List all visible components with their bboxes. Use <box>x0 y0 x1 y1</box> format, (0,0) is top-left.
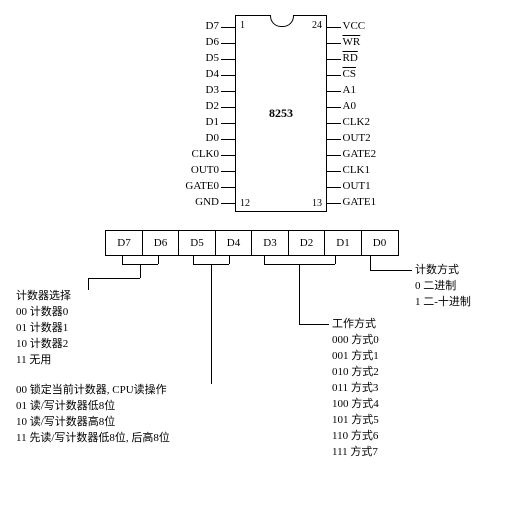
pin-label-right: CLK2 <box>343 116 371 128</box>
pin-label-left: D3 <box>206 84 219 96</box>
pin-label-left: D2 <box>206 100 219 112</box>
pin-label-right: CS <box>343 68 356 80</box>
chip-diagram: 8253 1 12 13 24 D7 D6 D5 D4 D3 D2 D1 D0 CLK0 OUT0… <box>55 10 455 220</box>
chip-name: 8253 <box>236 106 326 121</box>
pin-label-left: D4 <box>206 68 219 80</box>
pin-label-left: D6 <box>206 36 219 48</box>
bit-d7: D7 <box>105 230 143 256</box>
bit-d6: D6 <box>142 230 180 256</box>
register-bits: D7 D6 D5 D4 D3 D2 D1 D0 <box>105 230 399 256</box>
mode-block: 工作方式 000 方式0 001 方式1 010 方式2 011 方式3 100… <box>332 316 379 460</box>
pin-label-left: D7 <box>206 20 219 32</box>
bit-d3: D3 <box>251 230 289 256</box>
pin-label-left: GATE0 <box>185 180 219 192</box>
pin-label-left: CLK0 <box>192 148 220 160</box>
rw-select-block: 00 锁定当前计数器, CPU读操作 01 读/写计数器低8位 10 读/写计数… <box>16 382 170 446</box>
pin-label-right: A1 <box>343 84 356 96</box>
pin-label-right: WR <box>343 36 361 48</box>
register-diagram: D7 D6 D5 D4 D3 D2 D1 D0 计数器选择 00 计数器0 01… <box>10 230 500 490</box>
pin-label-right: VCC <box>343 20 366 32</box>
pin-label-right: OUT2 <box>343 132 371 144</box>
bit-d1: D1 <box>324 230 362 256</box>
bit-d4: D4 <box>215 230 253 256</box>
pin-label-right: A0 <box>343 100 356 112</box>
chip-notch <box>270 15 294 27</box>
pin-number-1: 1 <box>240 20 245 31</box>
pin-label-left: D5 <box>206 52 219 64</box>
counter-select-block: 计数器选择 00 计数器0 01 计数器1 10 计数器2 11 无用 <box>16 288 71 368</box>
pin-label-left: D1 <box>206 116 219 128</box>
pin-number-12: 12 <box>240 198 250 209</box>
pin-label-left: OUT0 <box>191 164 219 176</box>
pin-label-right: OUT1 <box>343 180 371 192</box>
pin-label-right: CLK1 <box>343 164 371 176</box>
bit-d2: D2 <box>288 230 326 256</box>
bit-d0: D0 <box>361 230 399 256</box>
bit-d5: D5 <box>178 230 216 256</box>
bcd-block: 计数方式 0 二进制 1 二-十进制 <box>415 262 471 310</box>
pin-label-left: D0 <box>206 132 219 144</box>
pin-label-right: GATE2 <box>343 148 377 160</box>
pin-label-left: GND <box>195 196 219 208</box>
pin-number-24: 24 <box>312 20 322 31</box>
pin-label-right: RD <box>343 52 358 64</box>
chip-body: 8253 1 12 13 24 <box>235 15 327 212</box>
pin-number-13: 13 <box>312 198 322 209</box>
pin-label-right: GATE1 <box>343 196 377 208</box>
